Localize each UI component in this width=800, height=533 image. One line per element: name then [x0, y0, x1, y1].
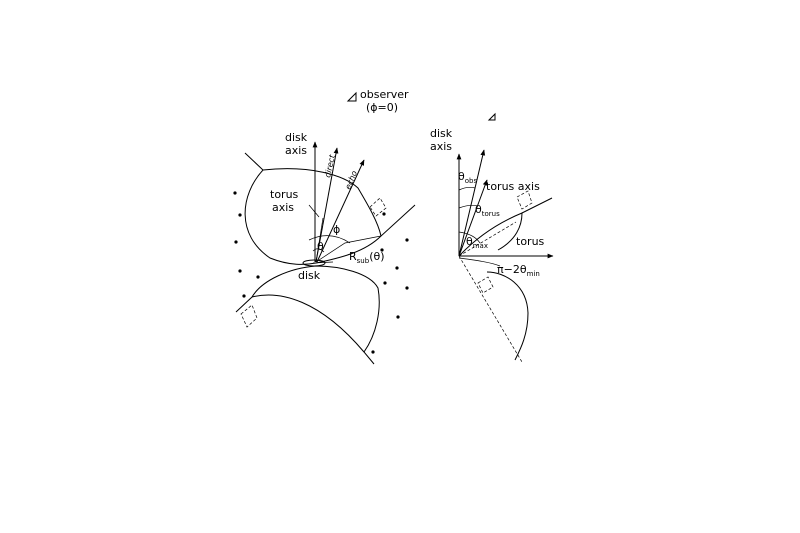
theta-max-dashed-line: [458, 221, 517, 257]
cloud-dot: [256, 275, 260, 279]
theta-max-label: θmax: [466, 235, 488, 250]
right-torus-axis-arrow: [458, 179, 488, 257]
observer-phi-label: (ϕ=0): [366, 101, 398, 114]
observer-direction-arrow: [458, 149, 486, 257]
cloud-dot: [371, 350, 375, 354]
pi-2theta-min-label: π−2θmin: [497, 263, 540, 278]
cloud-dot: [396, 315, 400, 319]
eye-icon: [346, 91, 357, 102]
rsub-label: Rsub(θ): [349, 250, 385, 265]
right-panel: disk axis torus axis θobs θtorus θmax to…: [430, 112, 554, 363]
lower-dashed-box: [240, 304, 258, 328]
left-torus-axis-label-1: torus: [270, 188, 299, 201]
right-disk-axis-label-1: disk: [430, 127, 453, 140]
phi-arc: [308, 235, 351, 244]
right-lower-dashed-box: [477, 276, 494, 294]
upper-dashed-box: [369, 197, 387, 217]
phi-label: ϕ: [333, 223, 340, 236]
cloud-dot: [395, 266, 399, 270]
lower-torus-inner: [251, 294, 365, 353]
upper-torus-extension: [380, 204, 416, 237]
right-lower-torus-outline: [486, 271, 529, 361]
cloud-dot: [238, 269, 242, 273]
right-upper-torus-outline: [458, 212, 523, 257]
cloud-dot: [233, 191, 237, 195]
observer-group: observer (ϕ=0): [346, 88, 409, 114]
cloud-dot: [238, 213, 242, 217]
left-disk-axis-label-2: axis: [285, 144, 307, 157]
echo-arrow: [316, 159, 365, 263]
theta-label: θ: [317, 240, 324, 253]
cloud-dots: [233, 191, 409, 354]
phi-angle-lines: [315, 235, 382, 263]
left-panel: disk axis direct echo torus axis ϕ θ dis…: [233, 131, 416, 365]
theta-obs-arc: [458, 186, 476, 191]
left-torus-axis-line: [315, 217, 324, 263]
right-disk-axis-label-2: axis: [430, 140, 452, 153]
left-torus-axis-label-2: axis: [272, 201, 294, 214]
cloud-dot: [382, 212, 386, 216]
left-disk-axis-label-1: disk: [285, 131, 308, 144]
upper-torus-outline: [244, 152, 382, 265]
torus-axis-leader: [308, 204, 320, 218]
cloud-dot: [234, 240, 238, 244]
cloud-dot: [405, 238, 409, 242]
cloud-dot: [405, 286, 409, 290]
observer-label: observer: [360, 88, 409, 101]
rsub-leader: [312, 261, 334, 264]
cloud-dot: [380, 248, 384, 252]
right-torus-axis-label: torus axis: [486, 180, 540, 193]
theta-obs-label: θobs: [458, 170, 477, 185]
cloud-dot: [383, 281, 387, 285]
direct-label: direct: [323, 153, 337, 178]
theta-torus-label: θtorus: [475, 203, 500, 218]
theta-max-arc: [458, 231, 481, 244]
theta-arc: [312, 248, 325, 253]
lower-dashed-line: [458, 255, 523, 363]
right-upper-torus-extension: [521, 197, 553, 214]
disk-label: disk: [298, 269, 321, 282]
cloud-dot: [242, 294, 246, 298]
direct-arrow: [315, 147, 339, 263]
lower-torus-outline: [235, 265, 380, 365]
right-upper-dashed-box: [516, 190, 533, 210]
theta-torus-arc: [458, 204, 479, 209]
eye-icon: [487, 112, 496, 121]
torus-label: torus: [516, 235, 545, 248]
pi-angle-arc: [458, 257, 501, 267]
